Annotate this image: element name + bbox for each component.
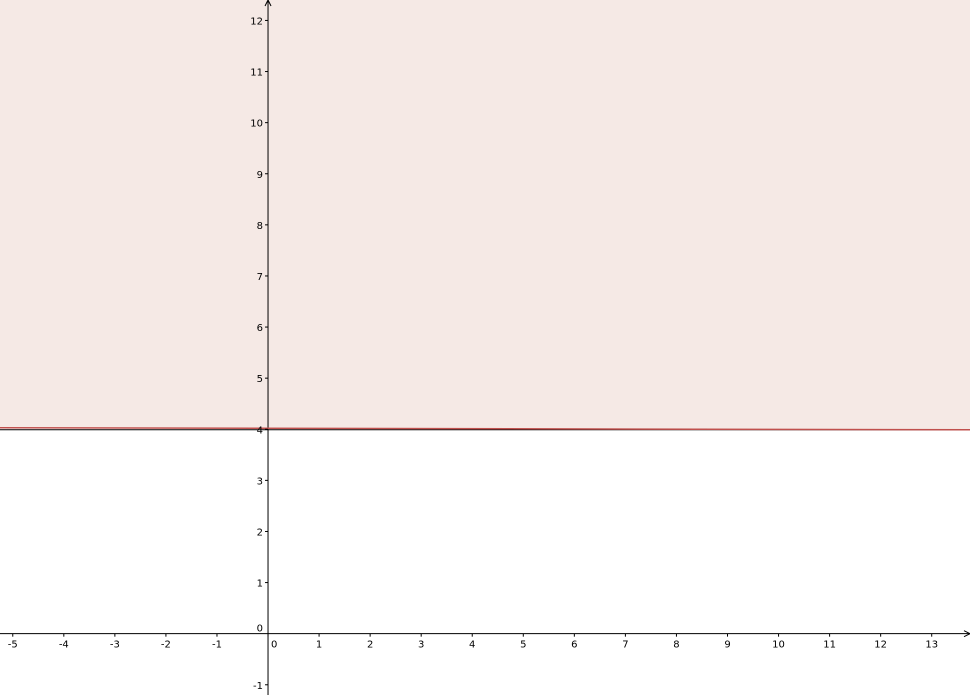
y-tick-label: 4 [257,425,263,436]
y-tick-label: 3 [257,476,263,487]
y-tick-label: 12 [250,16,263,27]
x-tick-label: 8 [673,640,679,651]
shaded-region-layer [0,0,970,430]
y-axis-arrow [264,0,272,7]
y-tick-label: 6 [257,323,263,334]
y-tick-label: 8 [257,221,263,232]
series-line-0 [0,426,970,431]
y-tick-label: 10 [250,119,263,130]
x-tick-label: 7 [622,640,628,651]
x-tick-label: 12 [874,640,887,651]
x-tick-label: 2 [367,640,373,651]
y-tick-label: 0 [257,624,263,635]
x-tick-label: 10 [772,640,785,651]
x-axis-arrow [963,630,970,638]
x-tick-label: 9 [724,640,730,651]
x-tick-label: -1 [212,640,222,651]
x-tick-label: -5 [8,640,18,651]
x-tick-label: 0 [271,640,277,651]
y-tick-label: 2 [257,527,263,538]
x-tick-label: 5 [520,640,526,651]
x-tick-label: -3 [110,640,120,651]
x-tick-label: 6 [571,640,577,651]
ticks-layer: -5 -4 -3 -2 -1 0 1 2 3 4 5 6 7 8 9 10 11 12 13-10123456789… [8,16,938,691]
x-tick-label: 13 [925,640,938,651]
y-tick-label: 11 [250,68,263,79]
x-tick-label: -4 [59,640,69,651]
x-tick-label: 4 [469,640,475,651]
y-tick-label: 5 [257,374,263,385]
x-tick-label: -2 [161,640,171,651]
series-layer [0,426,970,431]
y-tick-label: 9 [257,170,263,181]
y-tick-label: -1 [253,681,263,692]
shaded-region [0,0,970,430]
x-tick-label: 11 [823,640,836,651]
x-tick-label: 3 [418,640,424,651]
y-tick-label: 1 [257,579,263,590]
y-tick-label: 7 [257,272,263,283]
x-tick-label: 1 [316,640,322,651]
